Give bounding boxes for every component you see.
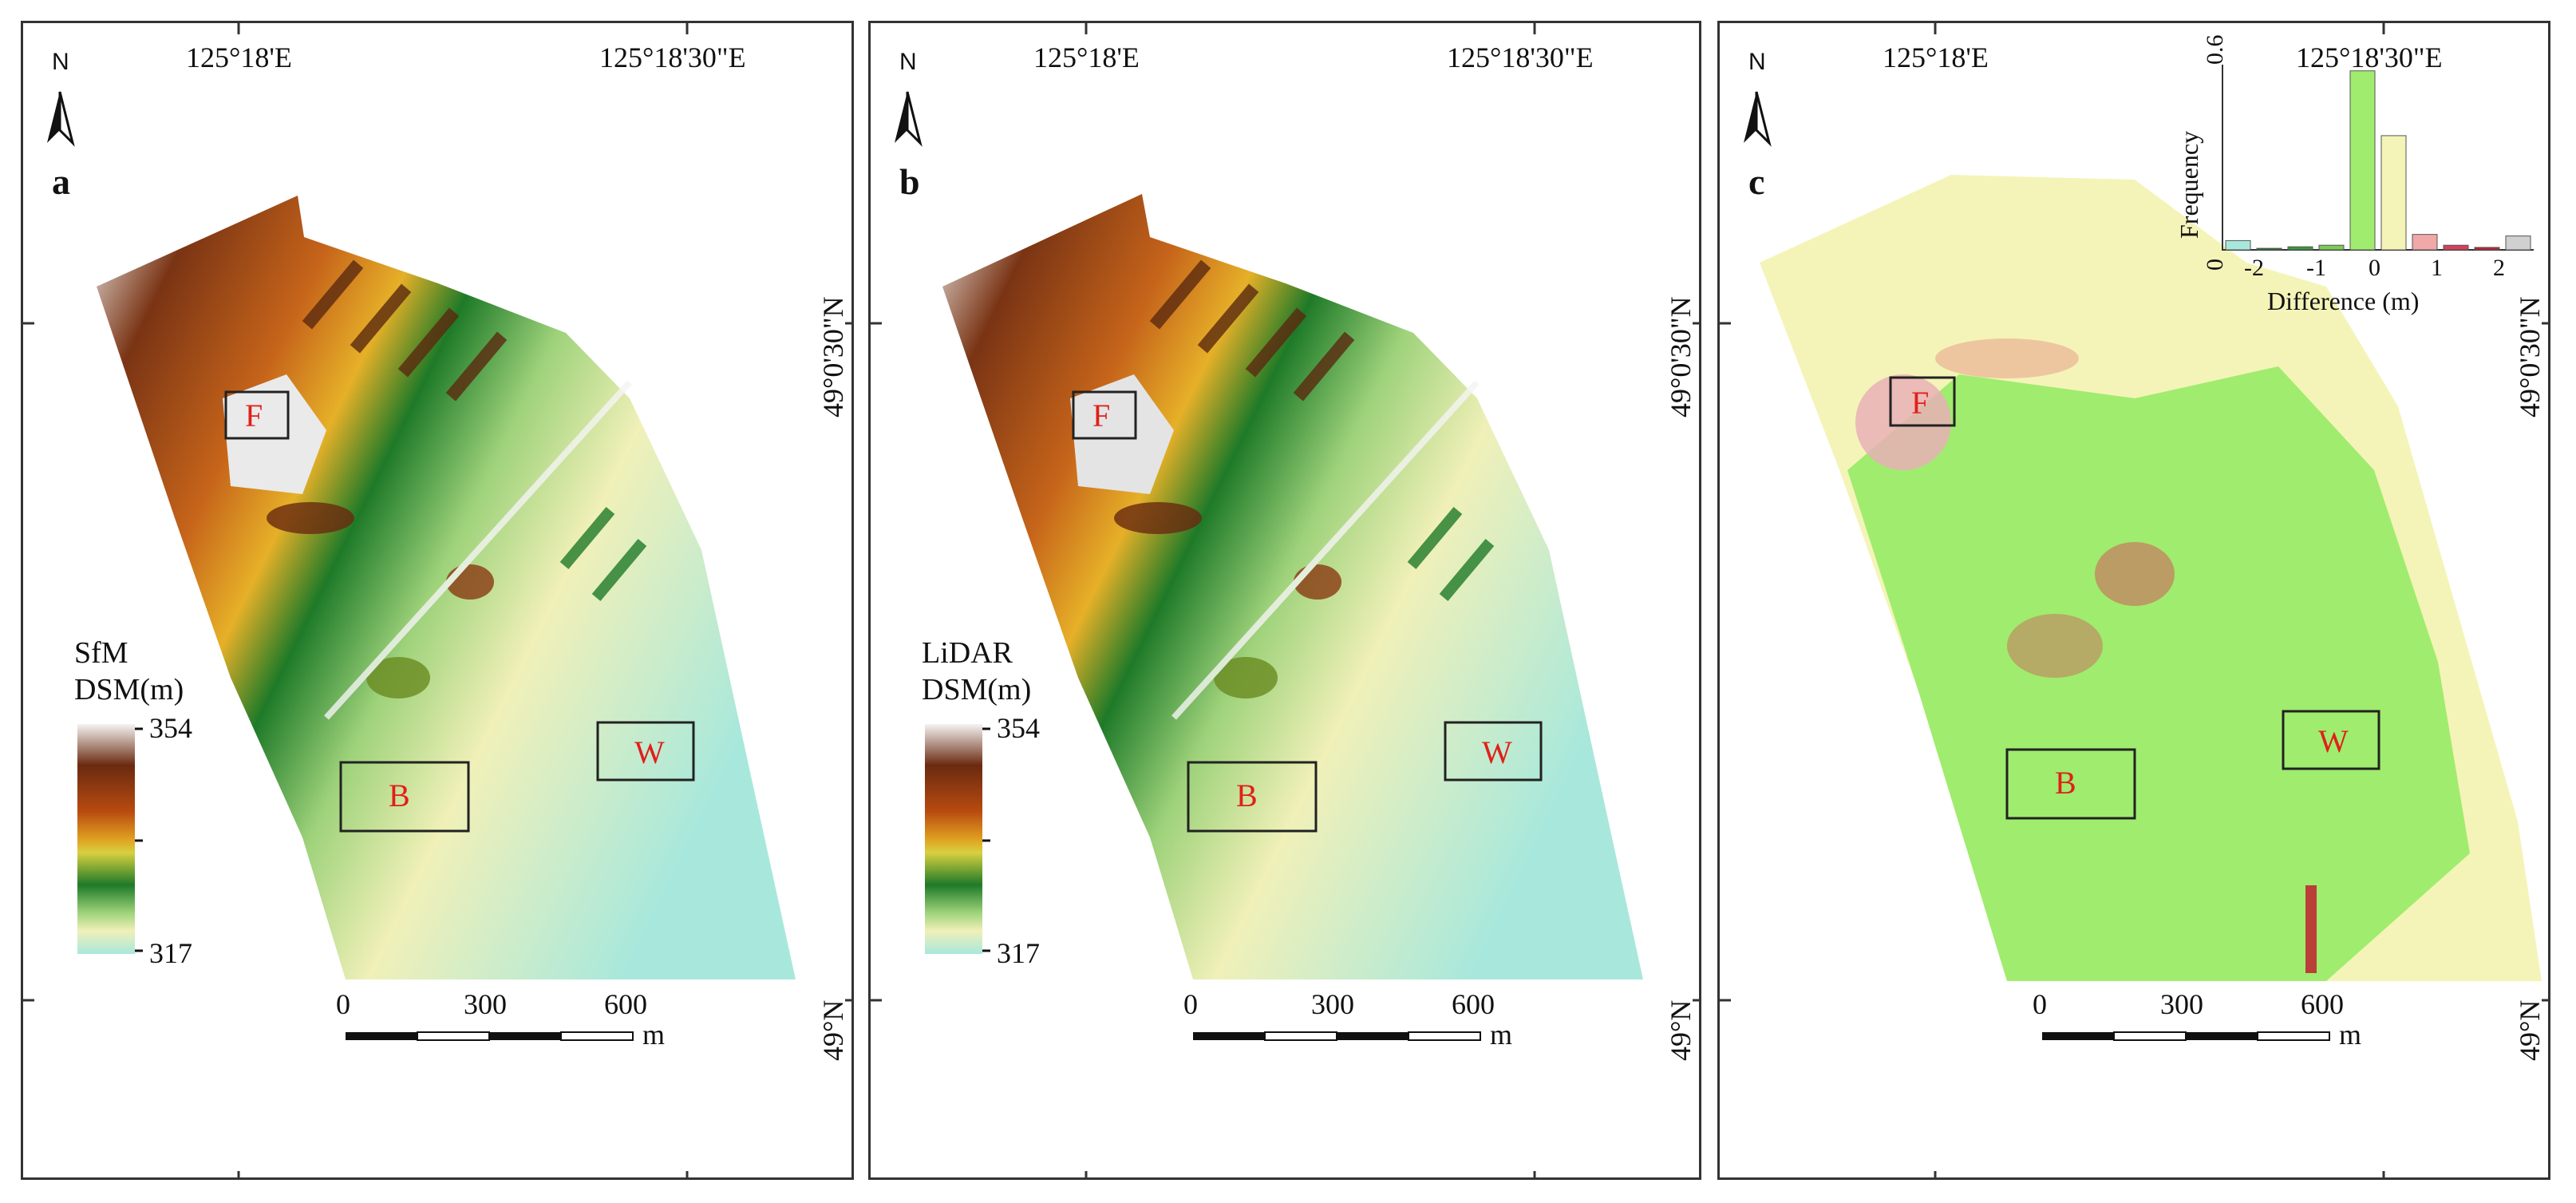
region-box-w	[596, 721, 695, 782]
difference-hotspots	[1855, 338, 2317, 973]
histogram-bar	[2287, 246, 2313, 251]
scale-tick-600: 600	[604, 988, 647, 1020]
lon-east-label: 125°18'30"E	[599, 42, 746, 73]
histogram-bar	[2505, 235, 2531, 251]
region-label-f: F	[1911, 385, 1930, 421]
difference-map	[1720, 23, 2548, 1177]
panel-c-difference: N 125°18'E 125°18'30"E 49°0'30"N 49°N c …	[1717, 21, 2550, 1180]
histogram-bar	[2412, 234, 2438, 251]
lat-south-label: 49°N	[1665, 999, 1697, 1061]
legend-color-ramp	[77, 724, 135, 954]
scale-tick-0: 0	[1183, 988, 1198, 1020]
lon-west-label: 125°18'E	[1883, 42, 1989, 73]
scale-tick-300: 300	[1311, 988, 1354, 1020]
histogram-bar	[2225, 239, 2251, 251]
north-letter: N	[1748, 49, 1766, 75]
legend-title-line2: DSM(m)	[74, 673, 184, 706]
lon-west-label: 125°18'E	[186, 42, 292, 73]
region-box-f	[1889, 376, 1956, 427]
lat-south-label: 49°N	[2514, 999, 2546, 1061]
scale-tick-0: 0	[336, 988, 350, 1020]
legend-title-line2: DSM(m)	[922, 673, 1032, 706]
region-box-f	[1072, 390, 1137, 440]
gravel-patch-f	[223, 374, 326, 494]
panel-label: b	[899, 161, 920, 202]
histogram-bar	[2443, 244, 2469, 251]
region-box-b	[339, 761, 470, 833]
north-arrow-icon	[895, 91, 923, 147]
histogram-ytick-top: 0.6	[2202, 34, 2228, 65]
panel-label: a	[52, 161, 70, 202]
lat-north-label: 49°0'30"N	[2514, 296, 2546, 417]
region-label-b: B	[389, 778, 410, 813]
histogram-xtick: -2	[2244, 255, 2264, 281]
scale-unit: m	[1490, 1019, 1513, 1051]
lidar-dsm-map	[871, 23, 1699, 1177]
histogram-bar	[2474, 247, 2500, 251]
region-box-b	[2005, 748, 2136, 820]
region-label-f: F	[1092, 398, 1111, 433]
scale-bar	[346, 1031, 634, 1041]
histogram-xlabel: Difference (m)	[2267, 287, 2420, 315]
legend-min: 317	[149, 937, 192, 969]
scale-unit: m	[2339, 1019, 2362, 1051]
region-label-b: B	[2055, 765, 2076, 801]
sfm-dsm-map	[23, 23, 851, 1177]
lon-west-label: 125°18'E	[1033, 42, 1140, 73]
histogram-inset	[2222, 65, 2534, 251]
lon-east-label: 125°18'30"E	[1447, 42, 1594, 73]
scale-bar	[2042, 1031, 2330, 1041]
histogram-xtick: 2	[2493, 255, 2505, 281]
region-label-w: W	[634, 734, 665, 770]
map-features	[1114, 259, 1495, 720]
gravel-patch-f	[1070, 374, 1174, 494]
region-label-f: F	[245, 398, 263, 433]
lat-south-label: 49°N	[817, 999, 849, 1061]
north-letter: N	[899, 49, 917, 75]
histogram-xtick: -1	[2306, 255, 2326, 281]
region-label-w: W	[2318, 723, 2349, 759]
scale-tick-600: 600	[1452, 988, 1495, 1020]
map-features	[267, 259, 647, 720]
histogram-xtick: 0	[2369, 255, 2380, 281]
legend-max: 354	[997, 712, 1040, 744]
histogram-ylabel: Frequency	[2175, 130, 2203, 239]
histogram-ytick-zero: 0	[2202, 259, 2228, 271]
north-letter: N	[52, 49, 69, 75]
panel-b-lidar-dsm: N 125°18'E 125°18'30"E 49°0'30"N 49°N b …	[868, 21, 1701, 1180]
scale-unit: m	[642, 1019, 666, 1051]
legend-min: 317	[997, 937, 1040, 969]
region-label-w: W	[1482, 734, 1512, 770]
scale-tick-300: 300	[2160, 988, 2203, 1020]
scale-tick-600: 600	[2301, 988, 2344, 1020]
histogram-bar	[2318, 244, 2345, 251]
north-arrow-icon	[47, 91, 75, 147]
histogram-bar	[2349, 70, 2376, 251]
panel-label: c	[1748, 161, 1765, 202]
scale-tick-300: 300	[464, 988, 507, 1020]
lat-north-label: 49°0'30"N	[817, 296, 849, 417]
north-arrow-icon	[1744, 91, 1772, 147]
panel-a-sfm-dsm: N 125°18'E 125°18'30"E 49°0'30"N 49°N a …	[21, 21, 854, 1180]
legend-title-line1: SfM	[74, 636, 128, 670]
scale-tick-0: 0	[2033, 988, 2047, 1020]
region-box-w	[1444, 721, 1543, 782]
legend-max: 354	[149, 712, 192, 744]
lat-north-label: 49°0'30"N	[1665, 296, 1697, 417]
legend-title-line1: LiDAR	[922, 636, 1013, 670]
region-label-b: B	[1236, 778, 1258, 813]
histogram-bar	[2380, 135, 2407, 251]
scale-bar	[1193, 1031, 1481, 1041]
near-zero-region	[1847, 366, 2470, 981]
histogram-xtick: 1	[2431, 255, 2443, 281]
region-box-f	[224, 390, 290, 440]
region-box-w	[2282, 710, 2380, 770]
histogram-bar	[2256, 247, 2282, 251]
region-box-b	[1187, 761, 1318, 833]
histogram-axes	[2222, 65, 2534, 251]
legend-color-ramp	[925, 724, 982, 954]
lon-east-label: 125°18'30"E	[2296, 42, 2443, 73]
